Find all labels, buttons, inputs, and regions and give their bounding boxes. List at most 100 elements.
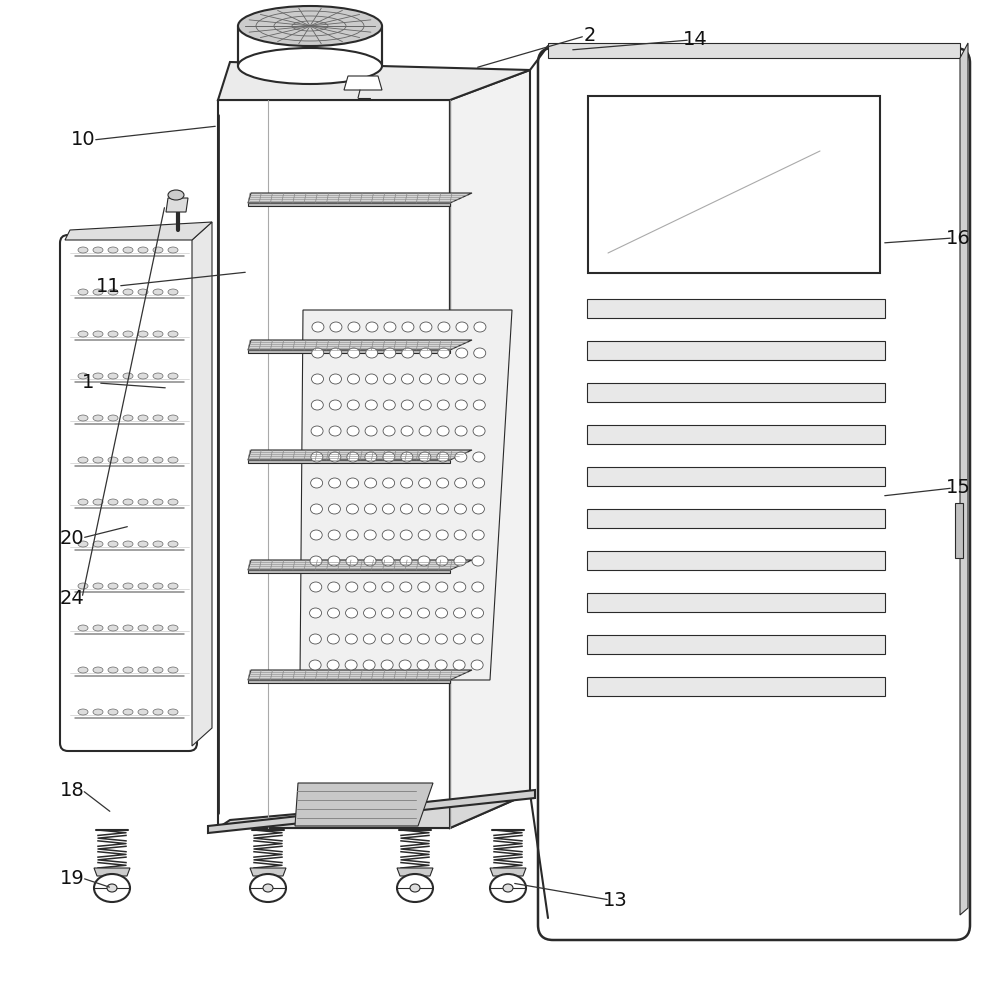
Ellipse shape bbox=[399, 660, 411, 670]
Polygon shape bbox=[248, 340, 472, 350]
Ellipse shape bbox=[420, 322, 432, 332]
Ellipse shape bbox=[138, 415, 148, 421]
Ellipse shape bbox=[456, 348, 468, 358]
Bar bbox=[587, 425, 885, 444]
Ellipse shape bbox=[473, 426, 485, 436]
Polygon shape bbox=[208, 790, 535, 833]
Ellipse shape bbox=[456, 374, 468, 384]
Ellipse shape bbox=[366, 348, 378, 358]
Ellipse shape bbox=[455, 478, 467, 488]
Ellipse shape bbox=[382, 608, 394, 618]
Ellipse shape bbox=[327, 634, 339, 644]
Ellipse shape bbox=[329, 400, 341, 410]
Ellipse shape bbox=[78, 247, 88, 253]
Ellipse shape bbox=[472, 608, 484, 618]
Ellipse shape bbox=[474, 374, 486, 384]
Ellipse shape bbox=[453, 660, 465, 670]
Text: 2: 2 bbox=[584, 27, 596, 45]
Ellipse shape bbox=[454, 608, 466, 618]
Ellipse shape bbox=[473, 400, 485, 410]
Ellipse shape bbox=[123, 415, 133, 421]
Ellipse shape bbox=[453, 634, 465, 644]
Ellipse shape bbox=[153, 331, 163, 337]
Ellipse shape bbox=[138, 331, 148, 337]
Ellipse shape bbox=[78, 457, 88, 463]
Ellipse shape bbox=[348, 322, 360, 332]
Text: 19: 19 bbox=[60, 868, 84, 887]
Ellipse shape bbox=[123, 709, 133, 715]
Ellipse shape bbox=[401, 452, 413, 462]
Ellipse shape bbox=[454, 556, 466, 566]
Ellipse shape bbox=[311, 400, 323, 410]
Ellipse shape bbox=[410, 884, 420, 892]
Ellipse shape bbox=[138, 667, 148, 673]
Ellipse shape bbox=[168, 667, 178, 673]
Ellipse shape bbox=[108, 457, 118, 463]
Ellipse shape bbox=[238, 48, 382, 84]
Ellipse shape bbox=[472, 530, 484, 540]
Polygon shape bbox=[248, 203, 450, 206]
Polygon shape bbox=[218, 793, 530, 828]
Ellipse shape bbox=[347, 400, 359, 410]
Ellipse shape bbox=[108, 373, 118, 379]
Ellipse shape bbox=[78, 331, 88, 337]
Ellipse shape bbox=[108, 667, 118, 673]
Ellipse shape bbox=[168, 541, 178, 547]
Polygon shape bbox=[295, 783, 433, 826]
Ellipse shape bbox=[382, 504, 394, 514]
Ellipse shape bbox=[153, 667, 163, 673]
Ellipse shape bbox=[250, 874, 286, 902]
Ellipse shape bbox=[328, 556, 340, 566]
Ellipse shape bbox=[455, 400, 467, 410]
Ellipse shape bbox=[108, 499, 118, 505]
Ellipse shape bbox=[153, 289, 163, 295]
Ellipse shape bbox=[418, 556, 430, 566]
Ellipse shape bbox=[397, 874, 433, 902]
Ellipse shape bbox=[437, 400, 449, 410]
Ellipse shape bbox=[328, 608, 340, 618]
Ellipse shape bbox=[503, 884, 513, 892]
Ellipse shape bbox=[138, 457, 148, 463]
Ellipse shape bbox=[329, 452, 341, 462]
Ellipse shape bbox=[93, 247, 103, 253]
Polygon shape bbox=[248, 450, 472, 460]
FancyBboxPatch shape bbox=[538, 48, 970, 940]
Ellipse shape bbox=[93, 289, 103, 295]
Ellipse shape bbox=[363, 634, 375, 644]
Polygon shape bbox=[65, 222, 212, 240]
Ellipse shape bbox=[418, 504, 430, 514]
Text: 13: 13 bbox=[603, 890, 627, 910]
Polygon shape bbox=[218, 62, 530, 100]
Ellipse shape bbox=[472, 504, 484, 514]
Ellipse shape bbox=[383, 478, 395, 488]
Ellipse shape bbox=[346, 556, 358, 566]
Ellipse shape bbox=[472, 556, 484, 566]
Ellipse shape bbox=[107, 884, 117, 892]
Ellipse shape bbox=[138, 289, 148, 295]
Ellipse shape bbox=[327, 660, 339, 670]
Ellipse shape bbox=[330, 348, 342, 358]
Ellipse shape bbox=[384, 322, 396, 332]
Ellipse shape bbox=[435, 660, 447, 670]
Ellipse shape bbox=[78, 541, 88, 547]
Ellipse shape bbox=[417, 634, 429, 644]
Text: 1: 1 bbox=[82, 373, 94, 392]
Text: 16: 16 bbox=[946, 228, 970, 248]
Ellipse shape bbox=[153, 499, 163, 505]
Ellipse shape bbox=[473, 478, 485, 488]
Ellipse shape bbox=[364, 608, 376, 618]
Ellipse shape bbox=[168, 331, 178, 337]
Ellipse shape bbox=[436, 530, 448, 540]
Ellipse shape bbox=[383, 426, 395, 436]
Ellipse shape bbox=[400, 582, 412, 592]
Ellipse shape bbox=[419, 426, 431, 436]
Ellipse shape bbox=[384, 374, 396, 384]
Ellipse shape bbox=[328, 504, 340, 514]
Ellipse shape bbox=[93, 331, 103, 337]
Ellipse shape bbox=[401, 400, 413, 410]
Ellipse shape bbox=[310, 608, 322, 618]
Ellipse shape bbox=[168, 583, 178, 589]
Ellipse shape bbox=[138, 583, 148, 589]
Ellipse shape bbox=[348, 374, 360, 384]
Ellipse shape bbox=[455, 452, 467, 462]
